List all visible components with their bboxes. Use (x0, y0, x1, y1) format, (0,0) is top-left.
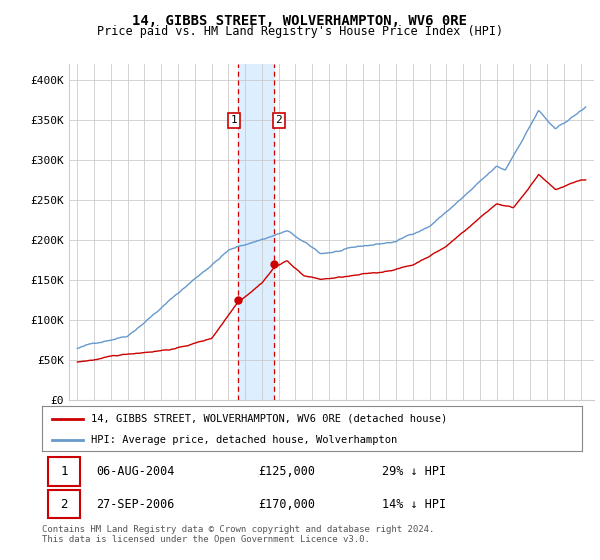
FancyBboxPatch shape (49, 490, 80, 518)
Text: 14, GIBBS STREET, WOLVERHAMPTON, WV6 0RE: 14, GIBBS STREET, WOLVERHAMPTON, WV6 0RE (133, 14, 467, 28)
Text: Contains HM Land Registry data © Crown copyright and database right 2024.
This d: Contains HM Land Registry data © Crown c… (42, 525, 434, 544)
Bar (238, 64, 274, 400)
Text: Price paid vs. HM Land Registry's House Price Index (HPI): Price paid vs. HM Land Registry's House … (97, 25, 503, 38)
Text: 1: 1 (231, 115, 238, 125)
Text: 2: 2 (61, 497, 68, 511)
Text: 14% ↓ HPI: 14% ↓ HPI (382, 497, 446, 511)
Text: £125,000: £125,000 (258, 465, 315, 478)
Text: 27-SEP-2006: 27-SEP-2006 (96, 497, 175, 511)
Text: 06-AUG-2004: 06-AUG-2004 (96, 465, 175, 478)
FancyBboxPatch shape (49, 458, 80, 486)
Text: 2: 2 (275, 115, 282, 125)
Text: 1: 1 (61, 465, 68, 478)
Text: 14, GIBBS STREET, WOLVERHAMPTON, WV6 0RE (detached house): 14, GIBBS STREET, WOLVERHAMPTON, WV6 0RE… (91, 413, 447, 423)
Text: HPI: Average price, detached house, Wolverhampton: HPI: Average price, detached house, Wolv… (91, 435, 397, 445)
Text: £170,000: £170,000 (258, 497, 315, 511)
Text: 29% ↓ HPI: 29% ↓ HPI (382, 465, 446, 478)
